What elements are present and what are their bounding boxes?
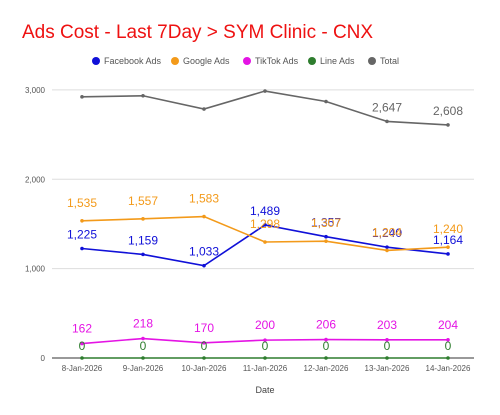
data-point xyxy=(263,89,267,93)
data-point xyxy=(202,214,206,219)
data-point xyxy=(263,223,267,227)
data-label: 0 xyxy=(262,339,269,353)
data-label: 1,557 xyxy=(128,194,158,208)
data-point xyxy=(446,245,450,249)
data-point xyxy=(80,95,84,99)
data-point xyxy=(263,338,267,342)
data-label: 1,307 xyxy=(311,216,341,230)
data-point xyxy=(80,341,84,346)
data-label: 1,033 xyxy=(189,245,219,259)
x-tick-label: 12-Jan-2026 xyxy=(304,364,349,373)
chart-title: Ads Cost - Last 7Day > SYM Clinic - CNX xyxy=(22,22,374,43)
data-point xyxy=(324,337,328,342)
y-tick-label: 2,000 xyxy=(25,175,46,184)
legend-marker xyxy=(368,57,376,65)
y-tick-label: 0 xyxy=(41,354,46,363)
x-tick-label: 8-Jan-2026 xyxy=(62,364,103,373)
data-point xyxy=(141,93,145,98)
data-point xyxy=(385,248,389,253)
data-label: 1,583 xyxy=(189,192,219,206)
data-label: 1,204 xyxy=(372,225,402,239)
data-label: 0 xyxy=(79,339,86,353)
data-point xyxy=(385,119,389,124)
data-label: 0 xyxy=(323,339,330,353)
data-label: 204 xyxy=(438,318,458,332)
data-point xyxy=(324,99,328,104)
data-label: 1,535 xyxy=(67,196,97,210)
data-label: 2,647 xyxy=(372,100,402,114)
data-point xyxy=(202,263,206,268)
x-tick-label: 10-Jan-2026 xyxy=(182,364,227,373)
data-point xyxy=(80,246,84,251)
legend-label: Total xyxy=(380,56,399,66)
data-label: 1,489 xyxy=(250,204,280,218)
data-label: 1,164 xyxy=(433,233,463,247)
data-point xyxy=(385,338,389,342)
data-label: 200 xyxy=(255,318,275,332)
data-point xyxy=(385,245,389,249)
data-label: 170 xyxy=(194,321,214,335)
data-point xyxy=(446,337,450,342)
data-label: 0 xyxy=(445,339,452,353)
data-label: 0 xyxy=(140,339,147,353)
data-point xyxy=(324,234,328,239)
data-point xyxy=(263,356,267,360)
data-label: 1,240 xyxy=(372,226,402,240)
legend-marker xyxy=(171,57,179,65)
data-point xyxy=(141,252,145,257)
data-label: 2,608 xyxy=(433,104,463,118)
legend-label: TikTok Ads xyxy=(255,56,299,66)
data-point xyxy=(202,356,206,360)
data-label: 218 xyxy=(133,317,153,331)
data-label: 1,159 xyxy=(128,233,158,247)
data-label: 1,240 xyxy=(433,222,463,236)
legend-marker xyxy=(92,57,100,65)
data-point xyxy=(141,217,145,221)
legend-label: Google Ads xyxy=(183,56,230,66)
data-label: 1,298 xyxy=(250,217,280,231)
data-label: 1,225 xyxy=(67,228,97,242)
data-point xyxy=(324,356,328,360)
x-axis-title: Date xyxy=(255,385,274,395)
data-label: 162 xyxy=(72,322,92,336)
data-point xyxy=(385,356,389,360)
x-tick-label: 11-Jan-2026 xyxy=(243,364,288,373)
data-point xyxy=(202,107,206,111)
data-point xyxy=(80,356,84,360)
legend-label: Facebook Ads xyxy=(104,56,162,66)
data-label: 1,357 xyxy=(311,216,341,230)
data-label: 203 xyxy=(377,318,397,332)
data-point xyxy=(446,123,450,127)
data-point xyxy=(446,356,450,360)
x-tick-label: 14-Jan-2026 xyxy=(426,364,471,373)
data-point xyxy=(80,219,84,223)
data-label: 0 xyxy=(384,339,391,353)
data-point xyxy=(141,356,145,360)
data-point xyxy=(324,239,328,243)
y-tick-label: 3,000 xyxy=(25,86,46,95)
data-label: 206 xyxy=(316,318,336,332)
legend-marker xyxy=(243,57,251,65)
x-tick-label: 13-Jan-2026 xyxy=(365,364,410,373)
data-label: 0 xyxy=(201,339,208,353)
legend-label: Line Ads xyxy=(320,56,355,66)
data-point xyxy=(141,336,145,341)
data-point xyxy=(446,252,450,256)
legend-marker xyxy=(308,57,316,65)
x-tick-label: 9-Jan-2026 xyxy=(123,364,164,373)
data-point xyxy=(202,341,206,345)
data-point xyxy=(263,240,267,244)
y-tick-label: 1,000 xyxy=(25,265,46,274)
